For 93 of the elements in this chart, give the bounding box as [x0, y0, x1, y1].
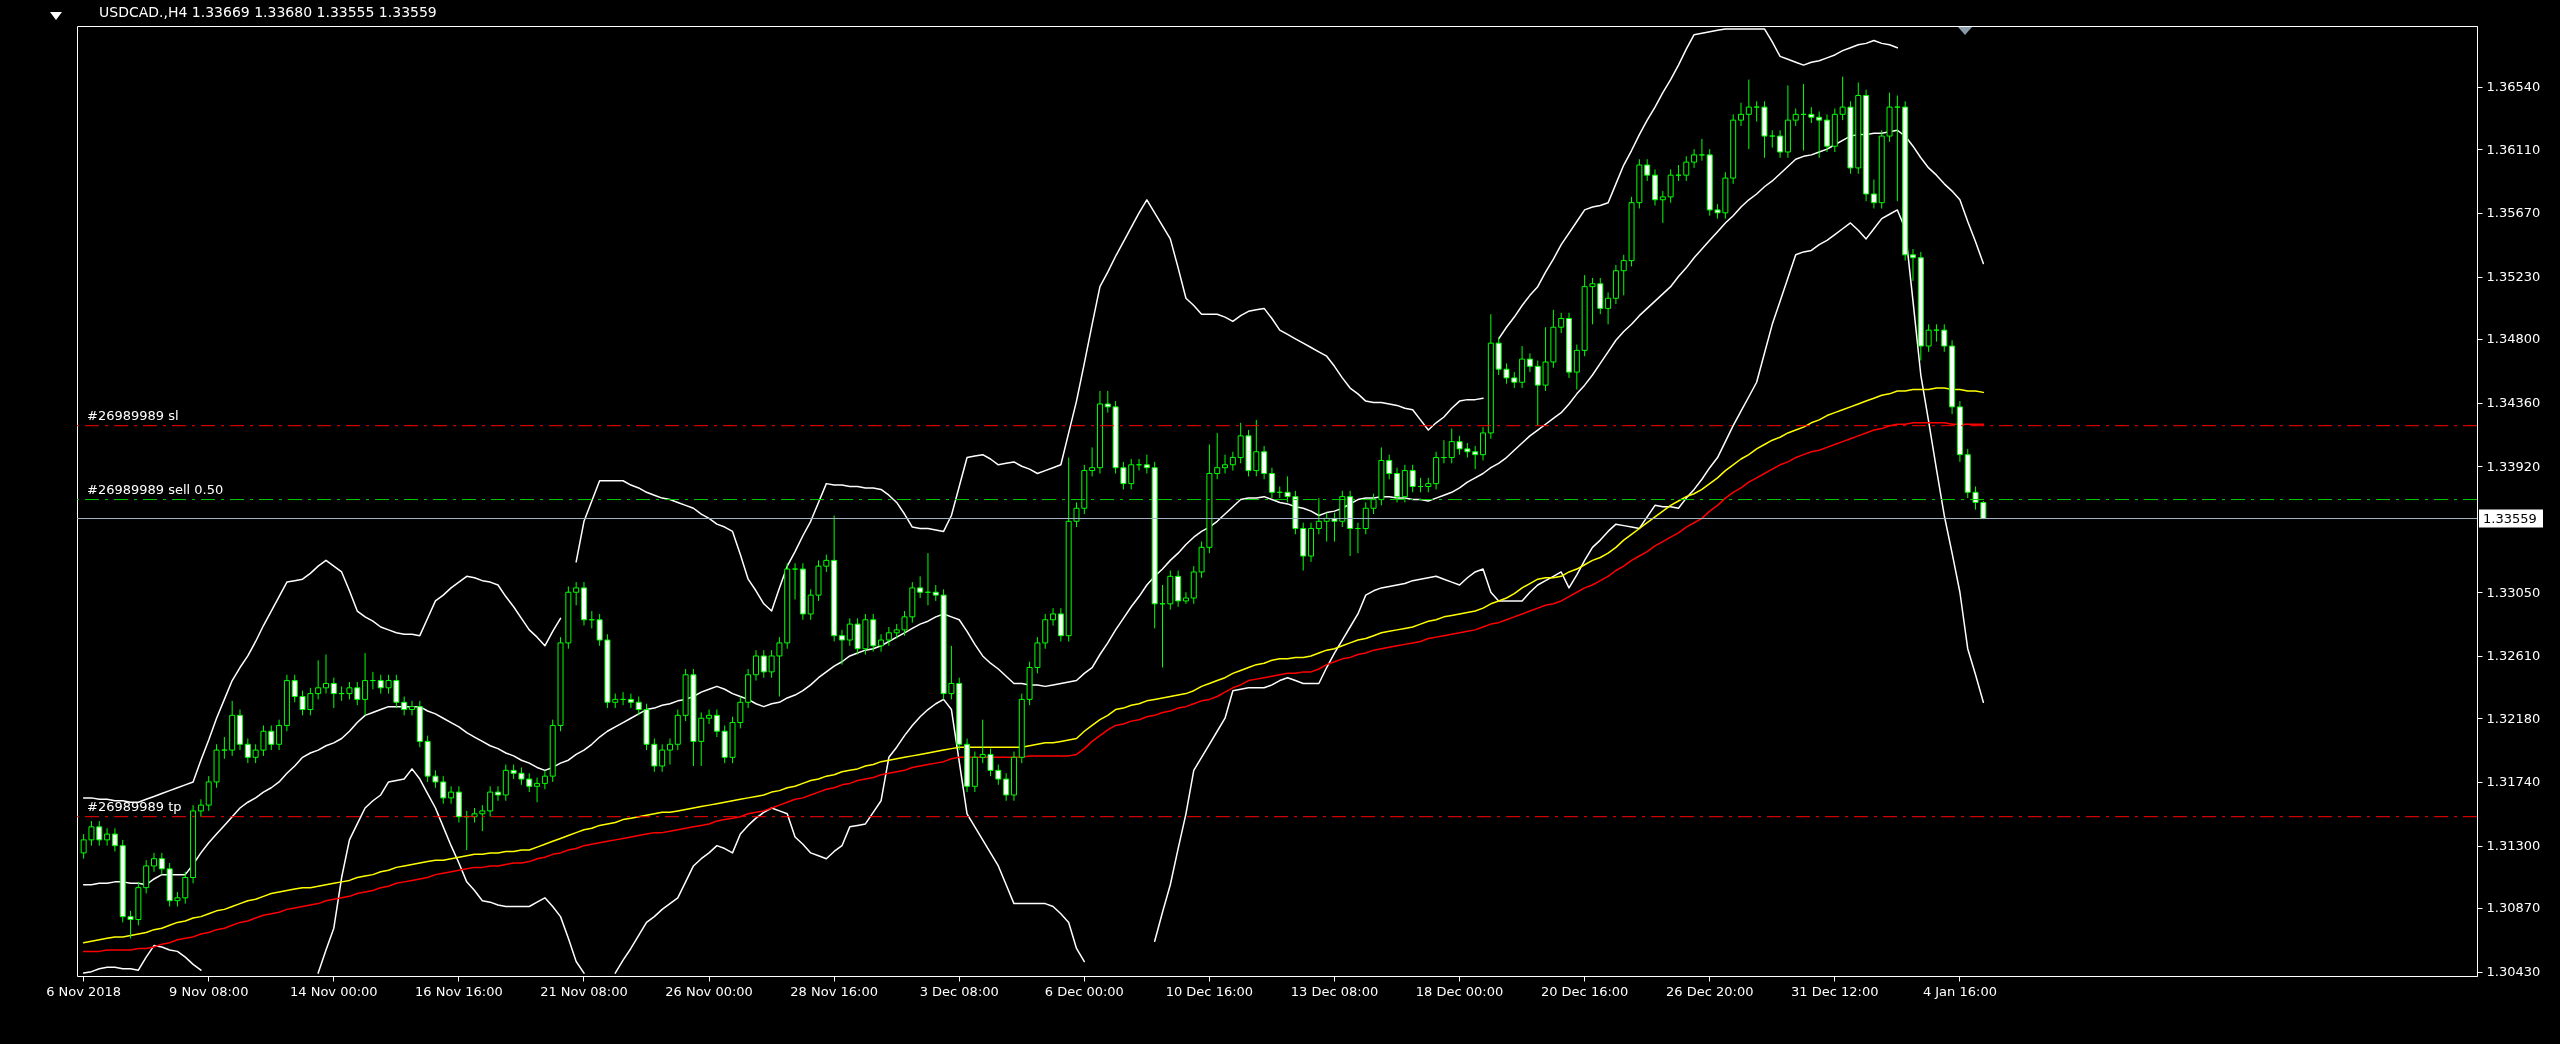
- candlestick: [448, 785, 455, 805]
- candlestick: [1910, 248, 1916, 282]
- ref-line-label: #26989989 sl: [87, 407, 179, 423]
- x-tick-label: 6 Nov 2018: [46, 983, 122, 999]
- x-tick-label: 28 Nov 16:00: [790, 983, 878, 999]
- candlestick: [666, 738, 673, 766]
- y-tick-label: 1.36540: [2486, 79, 2541, 95]
- candlestick: [221, 736, 228, 760]
- candlestick: [1691, 148, 1698, 169]
- candlestick: [1003, 772, 1010, 802]
- y-tick-label: 1.32610: [2486, 648, 2541, 664]
- candlestick: [917, 575, 924, 599]
- candlestick: [487, 785, 494, 818]
- candlestick: [713, 709, 720, 738]
- y-tick-label: 1.30870: [2486, 900, 2541, 916]
- candlestick: [659, 743, 666, 773]
- candlestick: [1738, 102, 1745, 127]
- candlestick: [1394, 467, 1401, 503]
- candlestick: [1698, 138, 1705, 162]
- candlestick: [573, 581, 580, 606]
- candlestick: [541, 769, 548, 790]
- candlestick: [1683, 155, 1690, 182]
- candlestick: [627, 693, 634, 709]
- x-tick-label: 13 Dec 08:00: [1290, 983, 1379, 999]
- x-tick-label: 10 Dec 16:00: [1165, 983, 1254, 999]
- candlestick: [792, 562, 799, 600]
- candlestick: [1753, 100, 1760, 123]
- candlestick: [878, 633, 885, 653]
- candlestick: [1143, 454, 1150, 474]
- candlestick: [151, 852, 157, 873]
- x-tick-label: 9 Nov 08:00: [169, 983, 249, 999]
- candlestick: [330, 677, 337, 709]
- x-tick-label: 21 Nov 08:00: [540, 983, 628, 999]
- x-tick-label: 26 Dec 20:00: [1666, 983, 1754, 999]
- candlestick: [1229, 451, 1236, 472]
- candlestick: [1057, 607, 1064, 642]
- candlestick: [362, 652, 369, 716]
- x-tick-label: 4 Jan 16:00: [1922, 983, 1997, 999]
- y-tick-label: 1.35670: [2486, 205, 2541, 221]
- candlestick: [838, 629, 845, 666]
- candlestick: [197, 798, 204, 818]
- candlestick: [752, 649, 759, 682]
- candlestick: [1050, 607, 1057, 627]
- candlestick: [1480, 426, 1487, 461]
- candlestick: [1268, 467, 1275, 499]
- candlestick: [1182, 591, 1189, 605]
- ref-line-label: #26989989 tp: [87, 798, 182, 814]
- chart-title: USDCAD.,H4 1.33669 1.33680 1.33555 1.33559: [99, 4, 437, 20]
- candlestick: [1315, 497, 1322, 535]
- candlestick: [276, 719, 283, 751]
- candlestick: [1941, 323, 1948, 353]
- candlestick: [1409, 464, 1416, 493]
- candlestick: [111, 827, 118, 852]
- x-tick-label: 26 Nov 00:00: [665, 983, 753, 999]
- candlestick: [1894, 95, 1901, 202]
- candlestick: [322, 654, 329, 695]
- candlestick: [1870, 179, 1877, 209]
- y-tick-label: 1.31740: [2486, 774, 2541, 790]
- y-tick-label: 1.36110: [2486, 141, 2541, 157]
- candlestick: [1573, 344, 1580, 390]
- y-tick-label: 1.33050: [2486, 584, 2541, 600]
- candlestick: [1777, 129, 1784, 159]
- x-tick-label: 31 Dec 12:00: [1791, 983, 1879, 999]
- y-tick-label: 1.35230: [2486, 269, 2541, 285]
- y-tick-label: 1.31300: [2486, 838, 2541, 854]
- x-tick-label: 18 Dec 00:00: [1415, 983, 1504, 999]
- candlestick: [1222, 454, 1229, 474]
- candlestick: [104, 827, 111, 847]
- candlestick: [1933, 323, 1940, 343]
- candlestick: [408, 700, 415, 716]
- x-tick-label: 6 Dec 00:00: [1044, 983, 1124, 999]
- candlestick: [494, 785, 501, 802]
- y-tick-label: 1.32180: [2486, 710, 2541, 726]
- x-tick-label: 20 Dec 16:00: [1540, 983, 1629, 999]
- candlestick: [1745, 79, 1752, 150]
- candlestick: [1519, 345, 1526, 389]
- candlestick: [1769, 129, 1776, 149]
- x-tick-label: 16 Nov 16:00: [415, 983, 503, 999]
- y-tick-label: 1.34800: [2486, 331, 2541, 347]
- candlestick: [1605, 291, 1612, 325]
- y-tick-label: 1.30430: [2486, 964, 2541, 980]
- x-tick-label: 14 Nov 00:00: [289, 983, 378, 999]
- y-tick-label: 1.34360: [2486, 395, 2541, 411]
- candlestick: [1526, 352, 1533, 373]
- ref-line-label: 1.33559: [2483, 510, 2537, 526]
- candlestick: [534, 777, 541, 803]
- candlestick: [885, 626, 892, 647]
- y-tick-label: 1.33920: [2486, 458, 2541, 474]
- candlestick: [1261, 445, 1268, 480]
- candlestick: [1089, 446, 1096, 477]
- ref-line-label: #26989989 sell 0.50: [87, 481, 224, 497]
- candlestick: [706, 709, 713, 725]
- x-tick-label: 3 Dec 08:00: [919, 983, 999, 999]
